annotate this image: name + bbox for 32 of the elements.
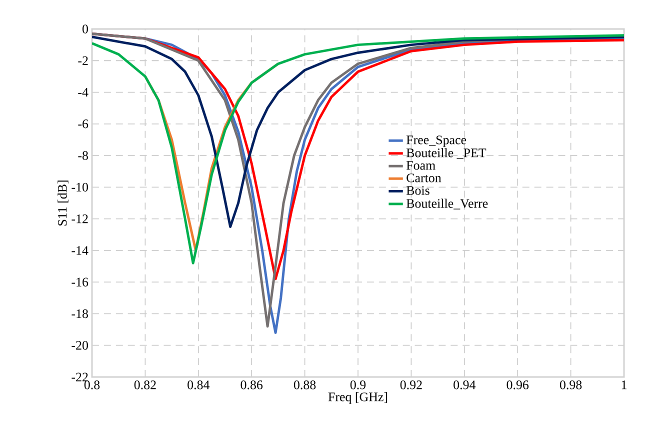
y-tick-label: -4	[78, 88, 88, 97]
y-tick-label: -10	[72, 182, 88, 192]
x-tick-label: 0.82	[134, 380, 156, 390]
y-tick-label: -6	[78, 120, 88, 128]
y-tick-label: 0	[82, 24, 88, 34]
y-tick-label: -16	[72, 278, 88, 286]
x-tick-label: 0.84	[188, 380, 210, 390]
legend-label: Foam	[406, 161, 436, 170]
y-tick-label: -18	[72, 309, 88, 318]
x-tick-label: 0.92	[400, 380, 422, 390]
legend-label: Carton	[406, 174, 442, 182]
x-tick-label: 1	[622, 380, 626, 390]
y-tick-label: -8	[78, 151, 88, 160]
x-axis-title: Freq [GHz]	[328, 392, 388, 404]
y-tick-label: -14	[72, 246, 88, 255]
x-tick-label: 0.94	[454, 380, 476, 390]
x-tick-label: 0.86	[240, 380, 263, 390]
x-tick-label: 0.88	[294, 380, 316, 390]
legend-label: Bois	[406, 186, 430, 195]
x-tick-label: 0.98	[560, 380, 582, 390]
y-tick-label: -20	[72, 340, 88, 350]
legend-label: Free_Space	[406, 136, 466, 147]
x-tick-label: 0.8	[84, 380, 100, 390]
y-axis-title: S11 [dB]	[58, 180, 68, 226]
y-tick-label: -22	[72, 372, 88, 382]
legend-label: Bouteille_Verre	[406, 198, 488, 210]
x-tick-label: 0.96	[506, 380, 529, 390]
y-tick-label: -12	[72, 214, 88, 224]
x-tick-label: 0.9	[350, 380, 366, 390]
line-series	[92, 36, 624, 228]
y-tick-label: -2	[78, 56, 88, 65]
legend-label: Bouteille _PET	[406, 148, 486, 159]
